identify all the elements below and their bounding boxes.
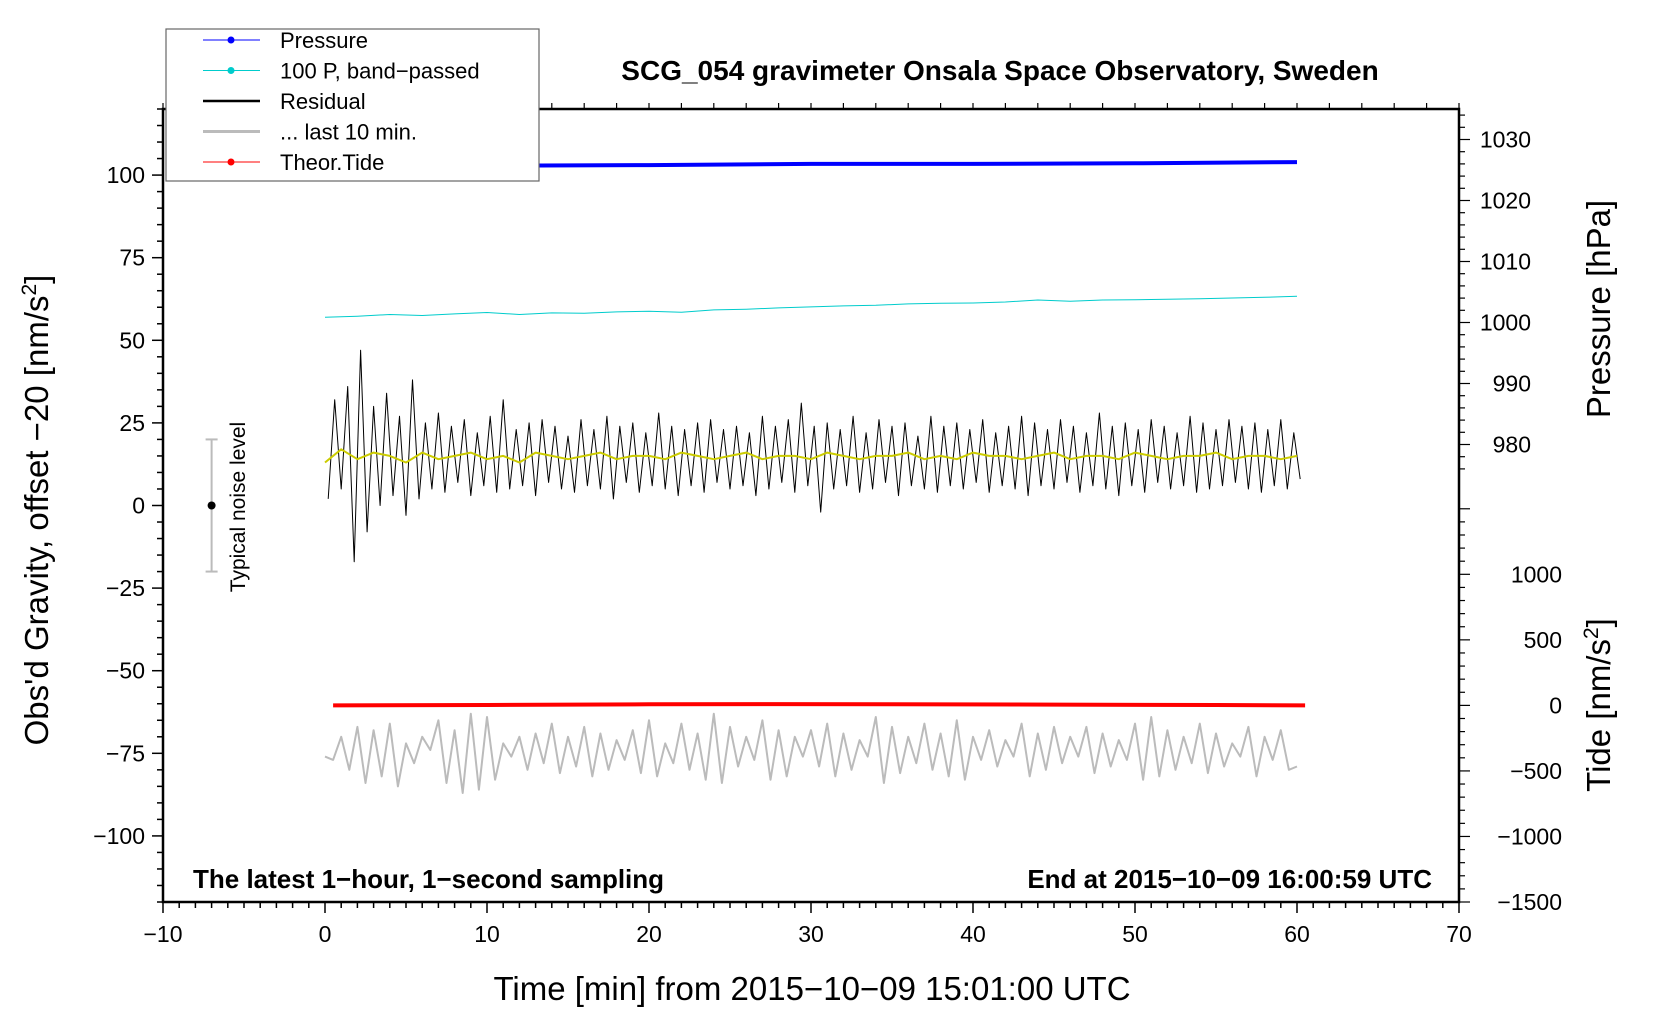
pressure-tick-label: 1030 [1480,127,1531,153]
annotation-end-time: End at 2015−10−09 16:00:59 UTC [1027,864,1432,894]
x-tick-label: 20 [636,921,662,947]
annotation-latest-hour: The latest 1−hour, 1−second sampling [193,864,664,894]
legend: Pressure 100 P, band−passed Residual ... la… [165,28,540,182]
tide-axis-label: Tide [nm/s2] [1580,618,1617,792]
series-last-10-min-line [324,712,1298,794]
legend-label: 100 P, band−passed [280,59,480,84]
chart-title: SCG_054 gravimeter Onsala Space Observat… [621,55,1378,86]
legend-label: Pressure [280,28,368,53]
y-tick-label: −25 [106,575,145,601]
x-axis-label: Time [min] from 2015−10−09 15:01:00 UTC [493,970,1130,1007]
legend-swatch-marker [227,36,235,44]
x-tick-label: 30 [798,921,824,947]
x-tick-label: 60 [1284,921,1310,947]
tide-axis-label-sup: 2 [1580,627,1603,639]
x-tick-label: 40 [960,921,986,947]
plot-area [205,160,1306,794]
pressure-tick-label: 1000 [1480,310,1531,336]
series-100-p-band-passed-line [324,295,1298,318]
tide-tick-label: −1000 [1497,823,1562,849]
pressure-tick-label: 990 [1493,371,1531,397]
x-tick-label: 0 [319,921,332,947]
tide-axis-label-text: Tide [nm/s [1580,639,1617,792]
x-tick-label: 10 [474,921,500,947]
y-axis-label-text: Obs'd Gravity, offset −20 [nm/s [18,296,55,746]
x-tick-label: 50 [1122,921,1148,947]
x-tick-label: −10 [143,921,182,947]
y-axis-label: Obs'd Gravity, offset −20 [nm/s2] [18,275,55,746]
tide-tick-label: 1000 [1511,561,1562,587]
series-residual-line [327,349,1301,563]
y-tick-label: 75 [119,245,145,271]
y-tick-label: 100 [107,162,145,188]
legend-swatch-marker [227,67,235,74]
pressure-tick-label: 1010 [1480,249,1531,275]
y-axis-label-end: ] [18,275,55,284]
axes: −10 0 10 20 30 40 50 60 70−100−75−50−25025507510… [93,103,1562,947]
noise-level-label: Typical noise level [227,422,250,592]
legend-label: Theor.Tide [280,150,384,175]
plot-frame [161,107,1461,904]
tide-tick-label: 0 [1549,692,1562,718]
y-tick-label: 0 [132,493,145,519]
pressure-tick-label: 1020 [1480,188,1531,214]
y-tick-label: −100 [93,823,145,849]
legend-swatch-marker [227,158,235,166]
pressure-tick-label: 980 [1493,432,1531,458]
legend-label: Residual [280,89,366,114]
legend-label: ... last 10 min. [280,120,417,145]
tide-tick-label: −1500 [1497,889,1562,915]
series-residual-smoothed-line [324,448,1298,464]
x-tick-label: 70 [1446,921,1472,947]
tide-axis-label-end: ] [1580,618,1617,627]
tide-tick-label: −500 [1510,758,1562,784]
series-theor-tide-line [333,702,1306,708]
pressure-axis-label: Pressure [hPa] [1580,200,1617,418]
y-axis-label-sup: 2 [18,284,41,296]
y-tick-label: 50 [119,327,145,353]
noise-level-point [207,501,216,510]
y-tick-label: −50 [106,658,145,684]
y-tick-label: 25 [119,410,145,436]
tide-tick-label: 500 [1524,627,1562,653]
y-tick-label: −75 [106,740,145,766]
legend-box [165,28,540,182]
